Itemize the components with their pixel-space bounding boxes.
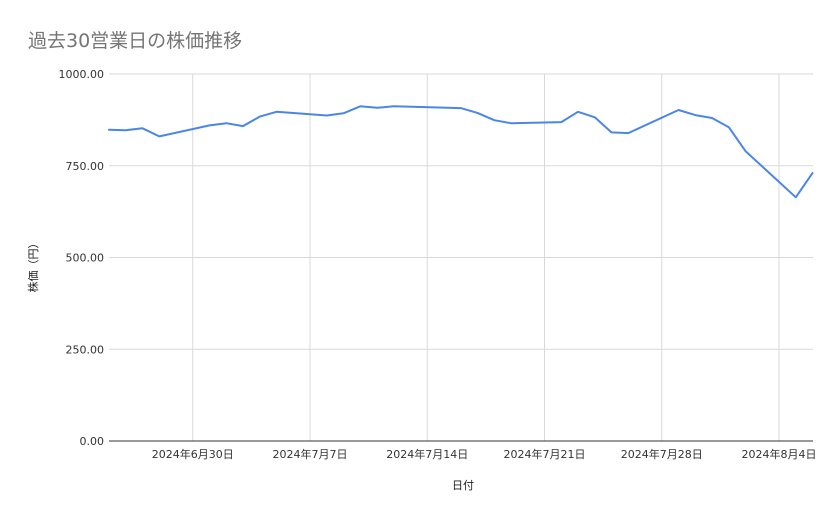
x-tick-label: 2024年8月4日 <box>742 447 817 461</box>
grid-lines <box>109 73 813 441</box>
series-line <box>108 105 814 199</box>
x-tick-label: 2024年7月28日 <box>621 447 703 461</box>
y-axis-title: 株価（円） <box>26 238 40 293</box>
y-tick-label: 1000.00 <box>59 68 105 81</box>
y-tick-label: 750.00 <box>66 160 105 173</box>
chart-title: 過去30営業日の株価推移 <box>28 30 243 52</box>
x-tick-label: 2024年7月14日 <box>386 447 468 461</box>
y-tick-label: 0.00 <box>80 435 105 448</box>
x-tick-label: 2024年6月30日 <box>152 447 234 461</box>
y-tick-label: 250.00 <box>66 343 105 356</box>
x-axis-title: 日付 <box>452 479 474 492</box>
y-tick-label: 500.00 <box>66 252 105 265</box>
series-layer <box>108 105 814 199</box>
x-tick-label: 2024年7月7日 <box>273 447 348 461</box>
x-tick-label: 2024年7月21日 <box>504 447 586 461</box>
tick-labels: 0.00 250.00 500.00 750.00 1000.00 2024年6月30日 2… <box>59 68 817 461</box>
